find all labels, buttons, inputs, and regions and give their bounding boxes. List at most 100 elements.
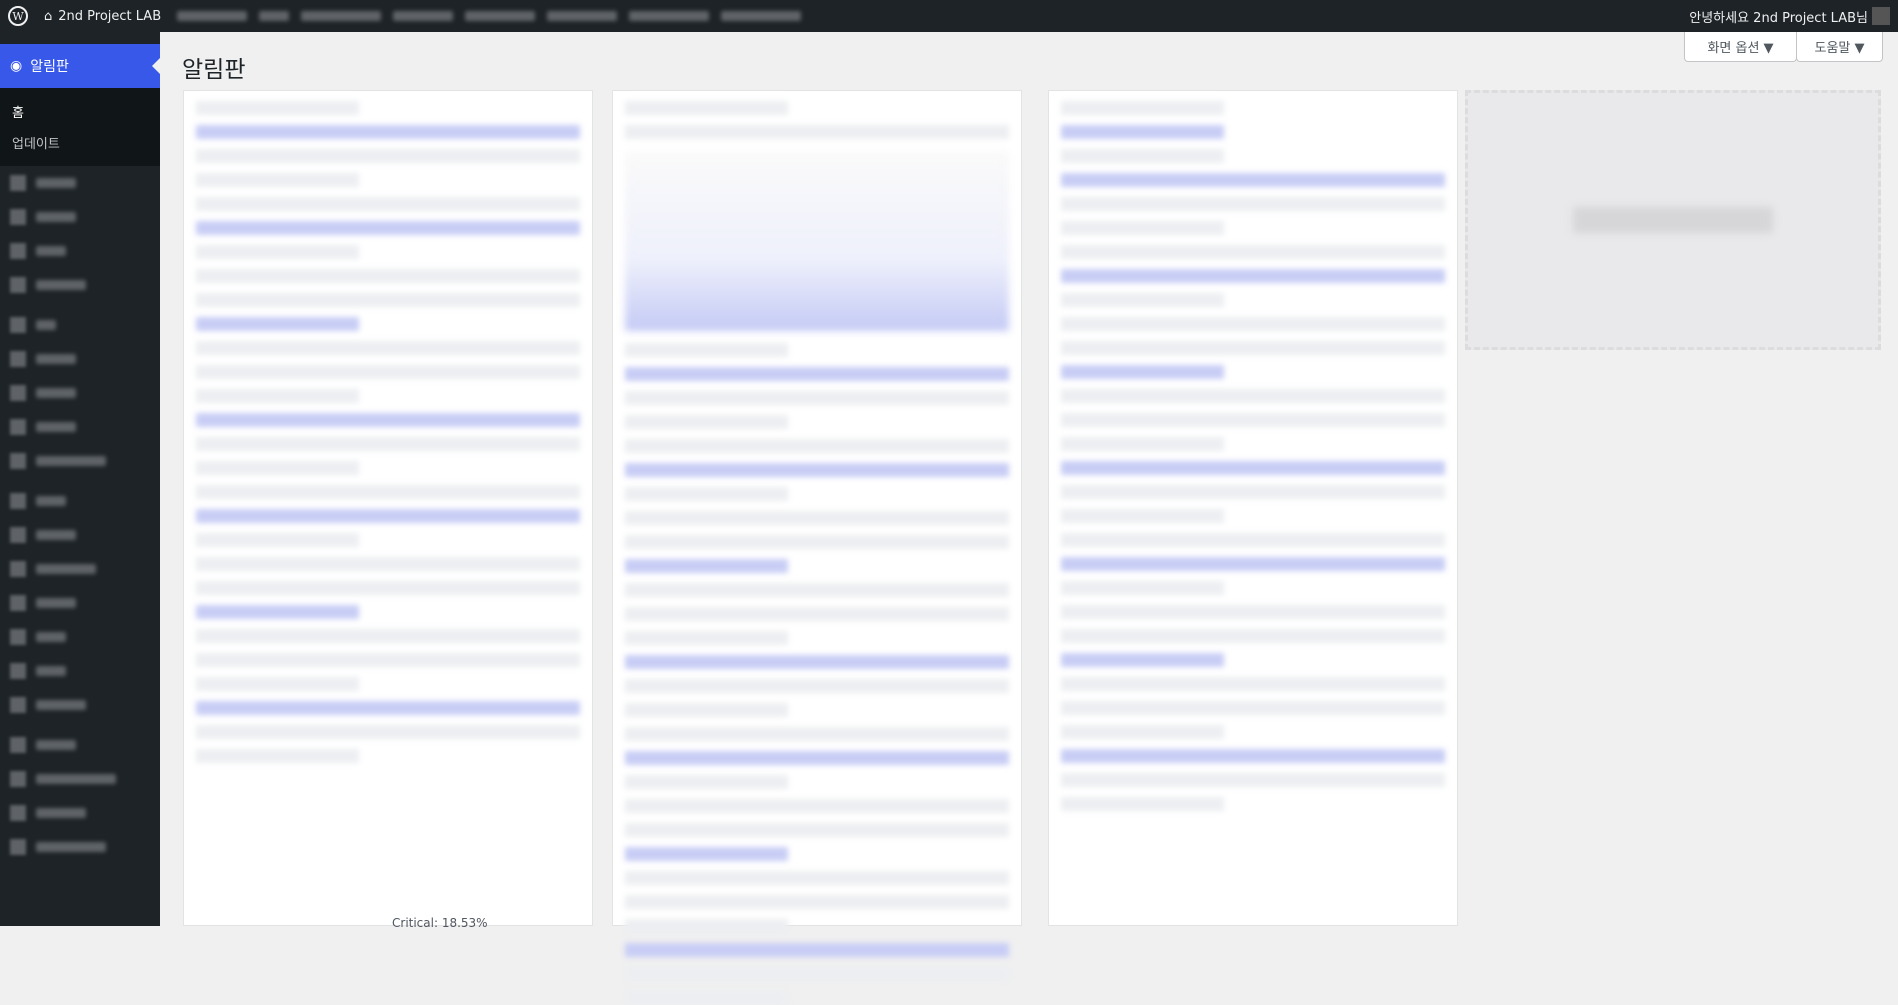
sidebar-item[interactable] (0, 830, 160, 864)
sidebar-item[interactable] (0, 552, 160, 586)
blurred-row (196, 101, 360, 115)
blurred-row (1061, 485, 1445, 499)
sidebar-item[interactable] (0, 234, 160, 268)
blurred-row (1061, 341, 1445, 355)
blurred-row (625, 631, 789, 645)
sidebar-item[interactable] (0, 484, 160, 518)
dashboard-icon: ◉ (10, 58, 23, 74)
blurred-row (1061, 773, 1445, 787)
blurred-row (196, 461, 360, 475)
blurred-row (1061, 629, 1445, 643)
blurred-row (625, 439, 1009, 453)
menu-icon (10, 697, 26, 713)
blurred-row (1061, 677, 1445, 691)
widget-column-2 (612, 90, 1022, 1005)
menu-icon (10, 771, 26, 787)
blurred-row (1061, 437, 1225, 451)
sidebar-item[interactable] (0, 586, 160, 620)
sidebar-item[interactable] (0, 166, 160, 200)
submenu-updates[interactable]: 업데이트 (12, 137, 60, 152)
blurred-row (1061, 221, 1225, 235)
dashboard-submenu: 홈 업데이트 (0, 88, 160, 166)
sidebar-item[interactable] (0, 728, 160, 762)
empty-widget-drop-area (1465, 90, 1881, 350)
blurred-row (1061, 797, 1225, 811)
screen-options-button[interactable]: 화면 옵션 ▼ (1684, 32, 1797, 62)
sidebar-item[interactable] (0, 342, 160, 376)
sidebar-item[interactable] (0, 762, 160, 796)
blurred-row (1061, 293, 1225, 307)
blurred-row (625, 895, 1009, 909)
critical-percentage: Critical: 18.53% (392, 916, 488, 930)
sidebar-item[interactable] (0, 444, 160, 478)
sidebar-item[interactable] (0, 200, 160, 234)
menu-icon (10, 805, 26, 821)
blurred-row (625, 583, 1009, 597)
blurred-row (196, 653, 580, 667)
menu-icon (10, 527, 26, 543)
blurred-row (196, 509, 580, 523)
blurred-row (196, 221, 580, 235)
sidebar-item[interactable] (0, 620, 160, 654)
blurred-row (1061, 365, 1225, 379)
blurred-row (625, 511, 1009, 525)
sidebar-item[interactable] (0, 308, 160, 342)
blurred-row (1061, 317, 1445, 331)
menu-icon (10, 663, 26, 679)
sidebar-item[interactable] (0, 654, 160, 688)
wordpress-logo-icon[interactable]: W (0, 0, 36, 32)
blurred-row (196, 437, 580, 451)
avatar (1872, 7, 1890, 25)
blurred-row (196, 557, 580, 571)
blurred-row (196, 605, 360, 619)
blurred-row (1061, 173, 1445, 187)
blurred-row (196, 197, 580, 211)
menu-icon (10, 351, 26, 367)
sidebar-item[interactable] (0, 688, 160, 722)
my-account-link[interactable]: 안녕하세요 2nd Project LAB님 (1681, 0, 1898, 32)
menu-icon (10, 737, 26, 753)
blurred-row (1061, 533, 1445, 547)
sidebar-item[interactable] (0, 518, 160, 552)
blurred-row (196, 629, 580, 643)
widget-column-3 (1048, 90, 1458, 926)
blurred-row (196, 245, 360, 259)
blurred-row (1061, 701, 1445, 715)
menu-icon (10, 385, 26, 401)
blurred-row (196, 581, 580, 595)
sidebar-item-dashboard[interactable]: ◉ 알림판 (0, 44, 160, 88)
submenu-home[interactable]: 홈 (12, 106, 24, 121)
blurred-row (196, 485, 580, 499)
blurred-row (625, 535, 1009, 549)
admin-sidebar: ◉ 알림판 홈 업데이트 (0, 32, 160, 926)
sidebar-item[interactable] (0, 796, 160, 830)
blurred-row (196, 317, 360, 331)
home-icon: ⌂ (44, 8, 53, 24)
menu-icon (10, 561, 26, 577)
blurred-row (1061, 245, 1445, 259)
blurred-row (196, 749, 360, 763)
blurred-row (625, 751, 1009, 765)
blurred-row (196, 725, 580, 739)
menu-icon (10, 629, 26, 645)
help-button[interactable]: 도움말 ▼ (1796, 32, 1883, 62)
blurred-row (196, 149, 580, 163)
blurred-toolbar-items[interactable] (169, 0, 809, 32)
blurred-row (1061, 389, 1445, 403)
site-name-link[interactable]: ⌂ 2nd Project LAB (44, 8, 162, 24)
blurred-row (196, 701, 580, 715)
menu-icon (10, 317, 26, 333)
blurred-row (1061, 461, 1445, 475)
sidebar-item[interactable] (0, 410, 160, 444)
blurred-row (625, 943, 1009, 957)
sidebar-item[interactable] (0, 376, 160, 410)
blurred-row (1061, 605, 1445, 619)
blurred-row (625, 823, 1009, 837)
blurred-row (1061, 269, 1445, 283)
menu-icon (10, 209, 26, 225)
blurred-row (625, 991, 789, 1005)
blurred-row (625, 607, 1009, 621)
sidebar-item[interactable] (0, 268, 160, 302)
widget-column-1 (183, 90, 593, 926)
blurred-row (1061, 725, 1225, 739)
